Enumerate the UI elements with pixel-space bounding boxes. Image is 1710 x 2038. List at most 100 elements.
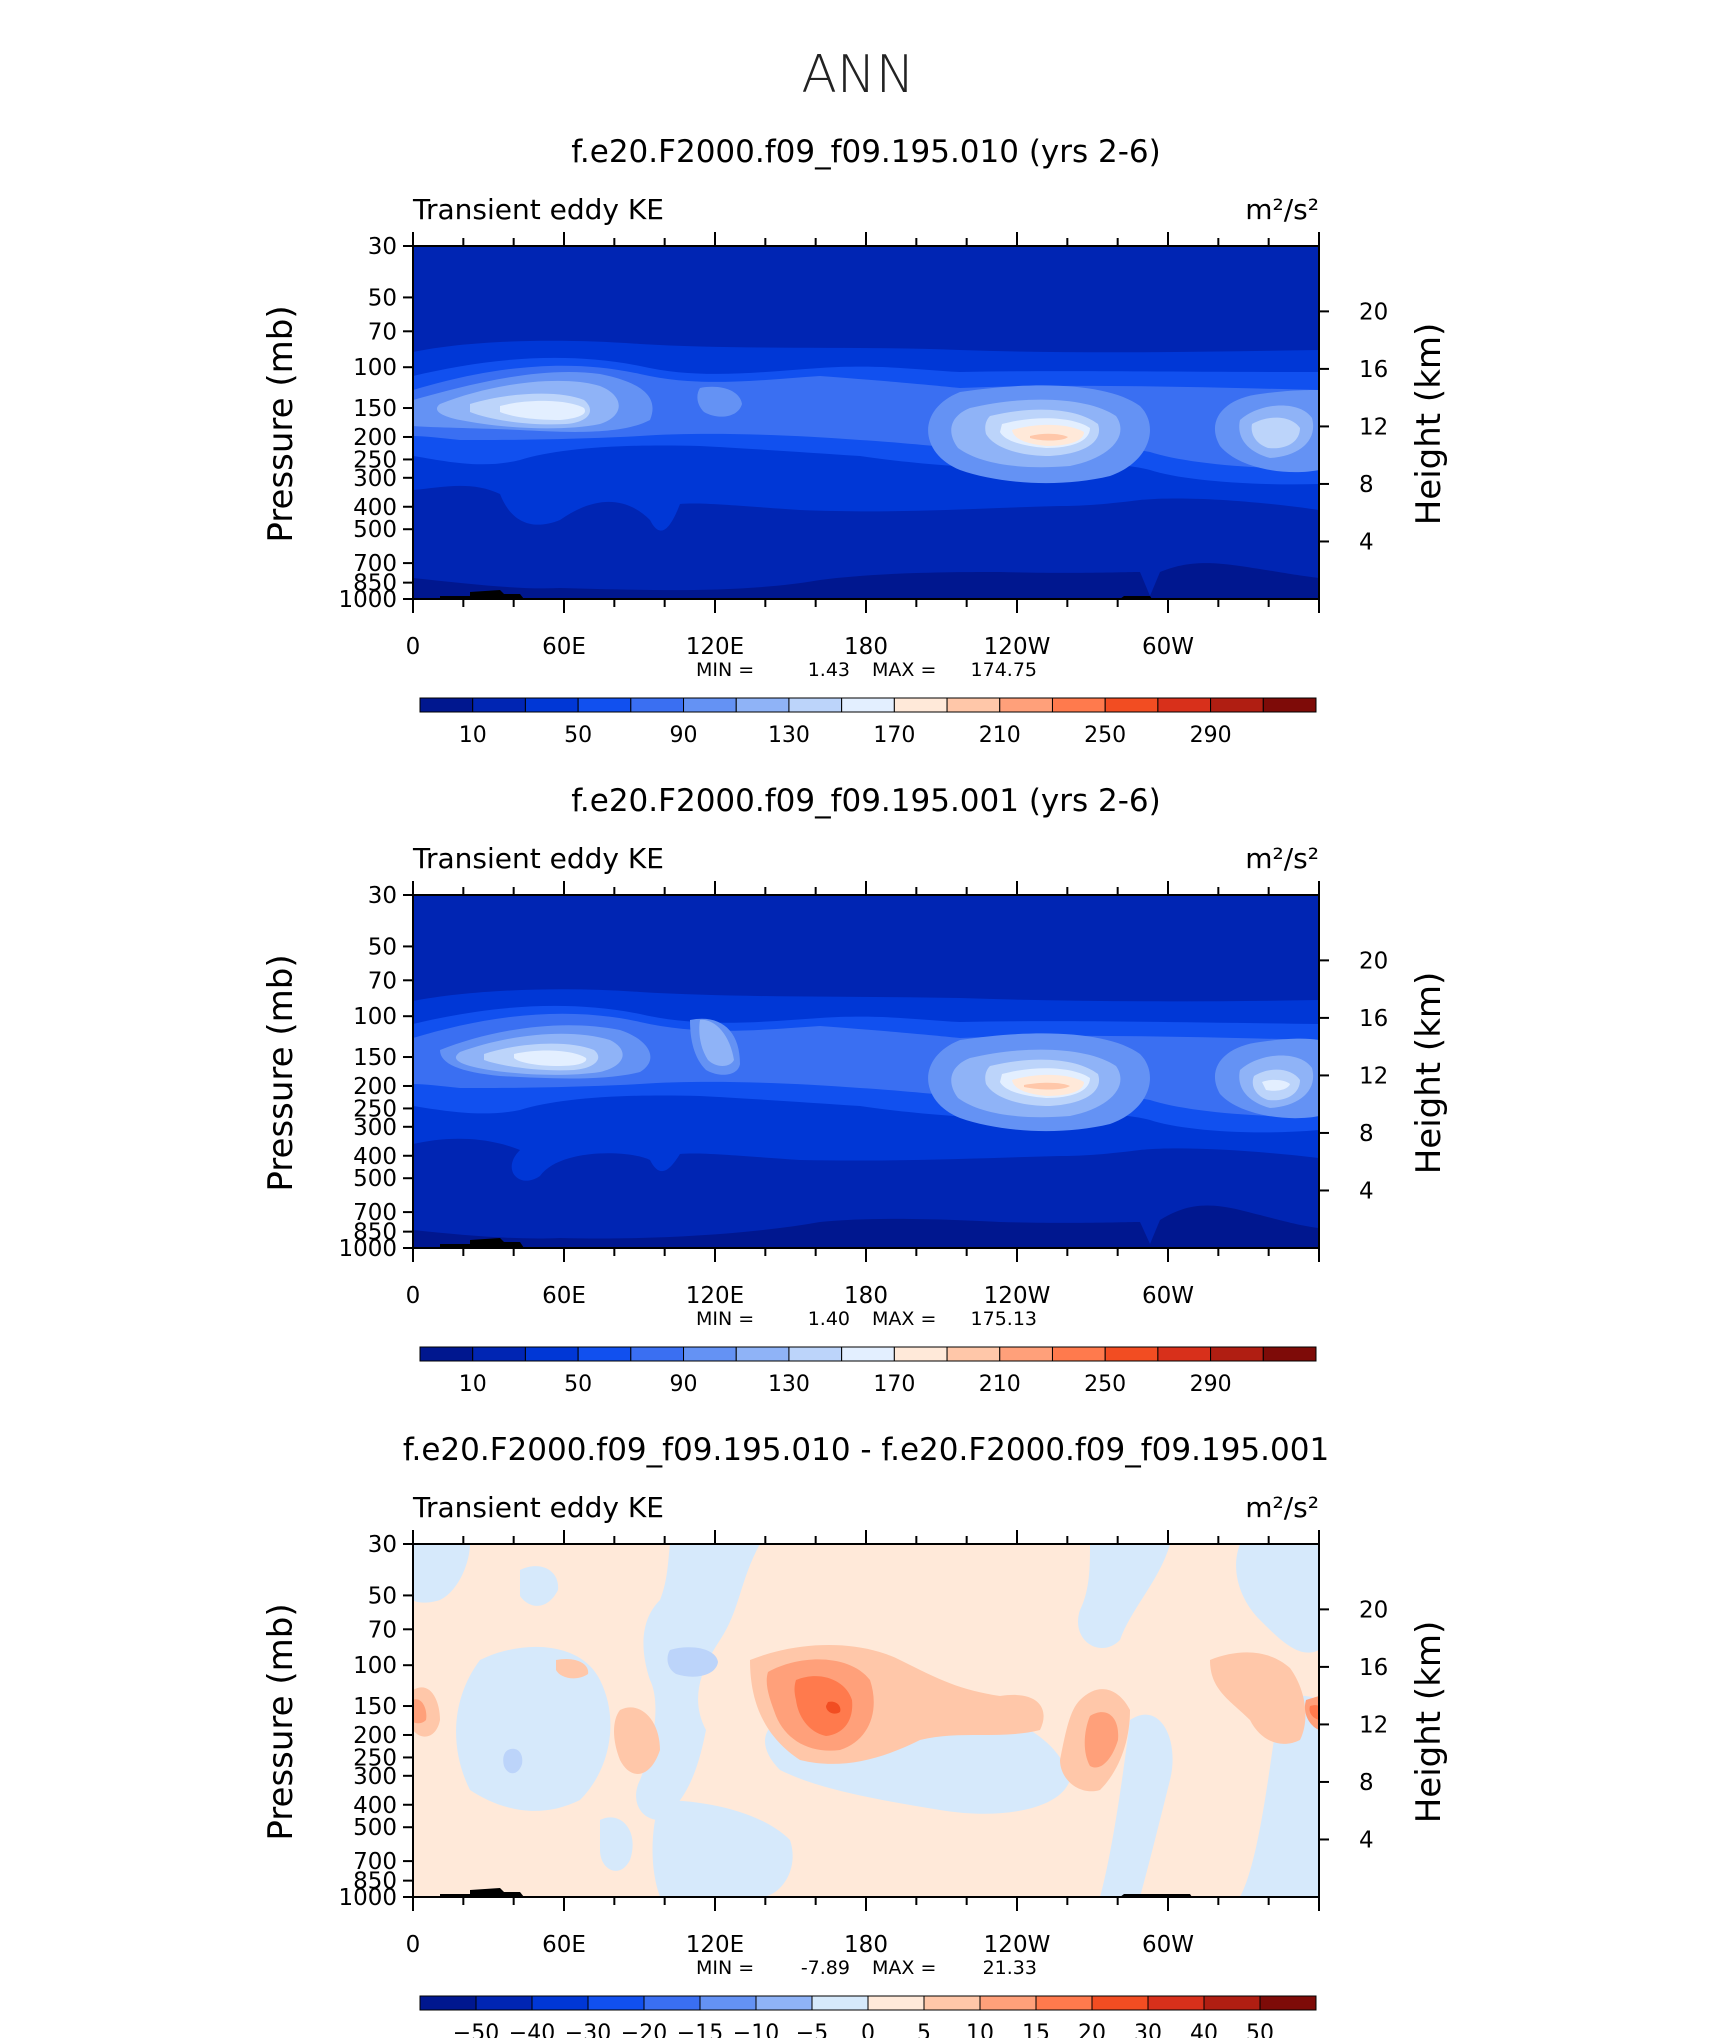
y-tick-label: 850 (353, 1869, 397, 1895)
panel-3-pos-region-2 (413, 1659, 1319, 1768)
y-tick-label: 1000 (338, 587, 397, 613)
colorbar-box (1210, 1346, 1264, 1362)
colorbar-box (683, 1346, 737, 1362)
y-tick-label: 1000 (338, 1885, 397, 1911)
y-tick-label: 150 (353, 1694, 397, 1720)
colorbar-box (1104, 1346, 1159, 1362)
colorbar-box (923, 1995, 981, 2011)
y-tick-label: 200 (353, 1074, 397, 1100)
colorbar-box (531, 1995, 589, 2011)
colorbar-box (979, 1995, 1037, 2011)
panel-1-max-core-2 (1030, 433, 1068, 441)
panel-3-title: f.e20.F2000.f09_f09.195.010 - f.e20.F200… (403, 1432, 1329, 1468)
panel-2-max-label: MAX = (872, 1308, 936, 1330)
panel-3-neg-region-2 (503, 1647, 718, 1774)
y-tick-label: 400 (353, 1144, 397, 1170)
y-tick-label: 30 (368, 234, 397, 260)
panel-3-ylabel-right: Height (km) (1409, 1621, 1449, 1824)
y-tick-label: 100 (353, 355, 397, 381)
x-tick-label: 60W (1142, 1283, 1194, 1309)
panel-3-axes: 3050701001502002503004005007008501000481… (338, 1530, 1388, 1958)
y-tick-label: 200 (353, 425, 397, 451)
colorbar-box (735, 1346, 790, 1362)
colorbar-box (788, 697, 843, 713)
colorbar-box (841, 697, 895, 713)
colorbar-box (577, 1346, 632, 1362)
colorbar-box (1262, 1346, 1317, 1362)
y2-tick-label: 8 (1359, 1770, 1374, 1796)
x-tick-label: 60E (542, 634, 586, 660)
x-tick-label: 120E (686, 634, 744, 660)
y2-tick-label: 8 (1359, 1121, 1374, 1147)
y-tick-label: 850 (353, 1220, 397, 1246)
colorbar-box (735, 697, 790, 713)
panel-1-units: m²/s² (1245, 193, 1319, 226)
y2-tick-label: 4 (1359, 1178, 1374, 1204)
y-tick-label: 300 (353, 1764, 397, 1790)
y-tick-label: 100 (353, 1004, 397, 1030)
x-tick-label: 60E (542, 1932, 586, 1958)
colorbar-box (524, 1346, 579, 1362)
panel-1-band-6 (470, 393, 1300, 456)
y-tick-label: 700 (353, 1849, 397, 1875)
colorbar-label: 30 (1134, 2021, 1162, 2038)
colorbar-label: 250 (1084, 723, 1126, 748)
panel-1-ylabel-right: Height (km) (1409, 323, 1449, 526)
y-tick-label: 500 (353, 1815, 397, 1841)
panel-2-max-core-2 (1024, 1082, 1070, 1090)
y-tick-label: 50 (368, 285, 397, 311)
panel-3: f.e20.F2000.f09_f09.195.010 - f.e20.F200… (261, 1432, 1449, 2038)
colorbar-box (699, 1995, 757, 2011)
panel-3-max-label: MAX = (872, 1957, 936, 1979)
colorbar-label: 50 (564, 1372, 592, 1397)
y-tick-label: 850 (353, 571, 397, 597)
panel-2-title: f.e20.F2000.f09_f09.195.001 (yrs 2-6) (571, 783, 1161, 819)
panel-2-axes: 3050701001502002503004005007008501000481… (338, 881, 1388, 1309)
colorbar-label: 10 (966, 2021, 994, 2038)
panel-1-left-string: Transient eddy KE (412, 193, 664, 226)
colorbar-box (1203, 1995, 1261, 2011)
panel-2-terrain (440, 1238, 524, 1248)
colorbar-box (1262, 697, 1317, 713)
panel-1-plot-area (413, 246, 1319, 599)
y2-tick-label: 4 (1359, 1827, 1374, 1853)
y2-tick-label: 16 (1359, 1655, 1388, 1681)
colorbar-label: 10 (459, 723, 487, 748)
colorbar-box (419, 1346, 474, 1362)
x-tick-label: 120E (686, 1283, 744, 1309)
panel-1-axes: 3050701001502002503004005007008501000481… (338, 232, 1388, 660)
x-tick-label: 120E (686, 1932, 744, 1958)
y-tick-label: 200 (353, 1723, 397, 1749)
colorbar-label: 130 (768, 723, 810, 748)
colorbar-box (1210, 697, 1264, 713)
colorbar-label: 210 (979, 723, 1021, 748)
y-tick-label: 250 (353, 1096, 397, 1122)
colorbar-box (1259, 1995, 1317, 2011)
colorbar-box (893, 697, 948, 713)
colorbar-box (472, 697, 526, 713)
colorbar-label: 10 (459, 1372, 487, 1397)
colorbar-box (1147, 1995, 1205, 2011)
y-tick-label: 150 (353, 1045, 397, 1071)
y-tick-label: 30 (368, 1532, 397, 1558)
colorbar-label: −5 (796, 2021, 828, 2038)
panel-2-band-6 (484, 1043, 1300, 1106)
panel-2-min-label: MIN = (696, 1308, 754, 1330)
colorbar-label: 40 (1190, 2021, 1218, 2038)
colorbar-box (788, 1346, 843, 1362)
y-tick-label: 300 (353, 466, 397, 492)
colorbar-label: 5 (917, 2021, 931, 2038)
colorbar-label: −30 (565, 2021, 611, 2038)
y-tick-label: 30 (368, 883, 397, 909)
colorbar-box (755, 1995, 813, 2011)
y2-tick-label: 16 (1359, 357, 1388, 383)
x-tick-label: 60E (542, 1283, 586, 1309)
colorbar-box (1157, 1346, 1212, 1362)
panel-1: f.e20.F2000.f09_f09.195.010 (yrs 2-6) Tr… (261, 134, 1449, 748)
colorbar-label: 290 (1190, 1372, 1232, 1397)
y2-tick-label: 20 (1359, 1597, 1388, 1623)
colorbar-label: 170 (873, 1372, 915, 1397)
x-tick-label: 120W (984, 634, 1051, 660)
panel-3-min-label: MIN = (696, 1957, 754, 1979)
